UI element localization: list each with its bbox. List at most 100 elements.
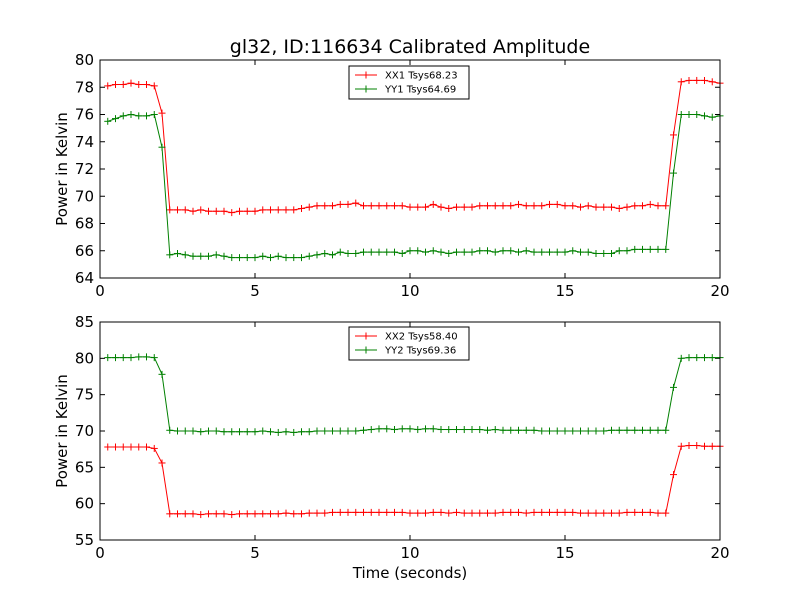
data-point [267, 254, 274, 262]
data-point [274, 206, 282, 214]
data-point [344, 249, 352, 257]
x-tick-label: 10 [400, 544, 419, 562]
legend-box [348, 326, 470, 361]
data-point [453, 508, 460, 516]
data-point [321, 202, 329, 210]
data-point [344, 427, 352, 435]
data-point [321, 249, 329, 257]
data-point [135, 112, 143, 120]
data-point [623, 508, 631, 516]
data-point [143, 353, 150, 361]
data-point [553, 427, 561, 435]
chart-title: gl32, ID:116634 Calibrated Amplitude [230, 36, 590, 58]
data-point [491, 426, 499, 434]
data-point [383, 202, 391, 210]
data-point [290, 428, 298, 436]
data-point [639, 508, 646, 516]
data-point [584, 248, 592, 256]
data-point [437, 508, 445, 516]
data-point [530, 508, 538, 516]
data-point [143, 112, 150, 120]
data-point [367, 426, 375, 434]
data-point [251, 207, 259, 215]
y-tick-label: 80 [75, 349, 94, 367]
legend: XX1 Tsys68.23 YY1 Tsys64.69 [348, 65, 470, 100]
data-point [282, 509, 290, 517]
data-point [460, 426, 468, 434]
data-point [522, 247, 530, 255]
data-point [460, 248, 468, 256]
data-point [445, 509, 453, 517]
data-point [561, 202, 569, 210]
data-point [646, 200, 654, 208]
data-point [150, 82, 158, 90]
data-point [608, 203, 615, 211]
data-point [685, 442, 693, 450]
data-point [538, 202, 546, 210]
data-point [437, 248, 445, 256]
data-point [414, 247, 422, 255]
data-point [112, 354, 119, 362]
data-point [189, 252, 197, 260]
data-point [174, 206, 181, 214]
data-point [406, 425, 414, 433]
data-point [468, 203, 476, 211]
data-point [453, 426, 460, 434]
data-point [561, 427, 569, 435]
data-point [569, 508, 577, 516]
data-point [329, 202, 336, 210]
data-point [600, 509, 608, 517]
data-point [158, 459, 166, 467]
data-point [267, 206, 274, 214]
data-point [166, 510, 174, 518]
data-point [290, 254, 298, 262]
data-point [267, 510, 274, 518]
data-point [701, 76, 708, 84]
chart-bottom: 0 5 10 15 20 55 60 65 70 75 80 85 Power in Kelvin XX2… [53, 313, 730, 562]
data-point [104, 82, 112, 90]
x-tick-label: 20 [710, 282, 729, 300]
data-point [445, 426, 453, 434]
data-point [197, 428, 205, 436]
data-point [530, 248, 538, 256]
data-point [189, 207, 197, 215]
data-point [654, 202, 662, 210]
data-point [685, 111, 693, 118]
data-point [212, 427, 220, 435]
data-point [336, 248, 344, 256]
data-point [251, 510, 259, 518]
data-point [127, 79, 135, 87]
data-point [274, 510, 282, 518]
data-point [708, 442, 716, 450]
data-point [205, 207, 212, 215]
data-point [197, 206, 205, 214]
data-point [484, 247, 491, 255]
data-point [522, 426, 530, 434]
data-point [646, 508, 654, 516]
data-point [398, 202, 406, 210]
data-point [484, 426, 491, 434]
data-point [228, 511, 236, 519]
data-point [569, 247, 577, 255]
data-point [491, 248, 499, 256]
x-tick-label: 10 [400, 282, 419, 300]
data-point [685, 354, 693, 362]
data-point [181, 251, 189, 259]
y-tick-label: 78 [75, 78, 94, 96]
data-point [468, 509, 476, 517]
x-tick-label: 15 [555, 544, 574, 562]
data-point [654, 426, 662, 434]
data-point [499, 508, 507, 516]
data-point [662, 509, 670, 517]
data-point [375, 425, 383, 433]
data-point [290, 206, 298, 214]
data-point [360, 426, 367, 434]
data-point [135, 443, 143, 451]
data-point [135, 81, 143, 89]
data-point [631, 245, 639, 253]
data-point [383, 425, 391, 433]
data-point [569, 427, 577, 435]
data-point [212, 207, 220, 215]
data-point [631, 426, 639, 434]
